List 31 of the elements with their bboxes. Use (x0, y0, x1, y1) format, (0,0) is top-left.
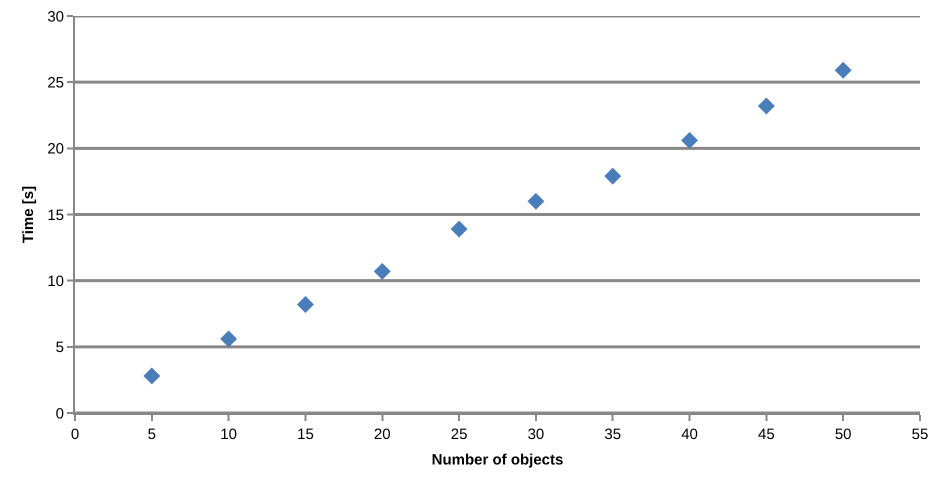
point (143, 368, 160, 384)
y-tick-label: 5 (56, 339, 64, 356)
x-axis-title: Number of objects (432, 452, 564, 468)
y-tick-label: 15 (47, 206, 64, 224)
point (527, 192, 544, 210)
y-tick-label: 25 (47, 74, 64, 92)
point (834, 62, 852, 79)
x-tick-label: 35 (604, 426, 622, 443)
point (681, 132, 698, 149)
point (450, 220, 468, 238)
x-tick-label: 50 (834, 426, 852, 443)
x-tick-label: 45 (758, 426, 775, 443)
x-tick-label: 20 (374, 426, 391, 443)
y-tick-label: 10 (47, 272, 64, 290)
x-tick-label: 5 (148, 426, 156, 443)
y-axis-title: Time [s] (20, 186, 38, 244)
point (374, 262, 391, 280)
x-tick-label: 55 (912, 426, 928, 443)
y-tick-label: 20 (47, 140, 64, 158)
point (604, 168, 622, 185)
y-tick-label: 0 (56, 405, 64, 422)
x-tick-label: 0 (70, 426, 80, 443)
x-tick-label: 30 (528, 426, 544, 443)
x-tick-label: 40 (681, 426, 698, 443)
point (220, 330, 238, 348)
point (758, 98, 775, 114)
y-tick-label: 30 (47, 8, 64, 26)
x-tick-label: 15 (297, 426, 314, 443)
x-tick-label: 10 (220, 426, 237, 443)
point (297, 296, 314, 313)
x-tick-label: 25 (450, 426, 468, 443)
